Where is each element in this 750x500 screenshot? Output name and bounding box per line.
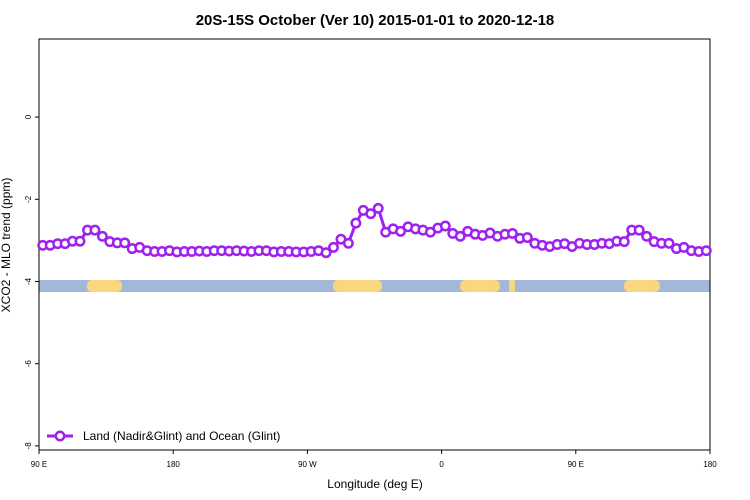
x-tick-label: 0 (439, 460, 444, 469)
data-point (454, 230, 466, 242)
land-band (624, 280, 660, 292)
data-point (320, 247, 332, 259)
data-point (700, 245, 712, 257)
land-band (509, 280, 515, 292)
data-point (96, 230, 108, 242)
data-point (372, 202, 384, 214)
data-point (89, 224, 101, 236)
data-point (350, 217, 362, 229)
x-tick-label: 180 (167, 460, 181, 469)
land-band (333, 280, 382, 292)
data-point (506, 227, 518, 239)
data-point (328, 241, 339, 253)
y-axis-label: XCO2 - MLO trend (ppm) (0, 178, 13, 313)
y-tick-label: -6 (24, 360, 33, 368)
data-point (618, 236, 630, 248)
y-tick-label: -2 (24, 195, 33, 203)
x-tick-label: 90 E (568, 460, 584, 469)
x-tick-label: 90 E (31, 460, 47, 469)
data-point (395, 225, 407, 237)
surface-band (39, 280, 710, 292)
x-tick-label: 180 (703, 460, 717, 469)
data-point (633, 224, 645, 236)
data-point (342, 237, 354, 249)
x-axis-label: Longitude (deg E) (327, 477, 422, 491)
chart-title: 20S-15S October (Ver 10) 2015-01-01 to 2… (196, 12, 555, 29)
land-band (87, 280, 122, 292)
y-tick-label: -8 (24, 442, 33, 450)
data-point (521, 232, 533, 243)
data-point (641, 230, 653, 242)
data-point (119, 237, 131, 249)
y-tick-label: 0 (24, 114, 33, 119)
legend-marker (54, 430, 66, 442)
x-tick-label: 90 W (298, 460, 317, 469)
data-point (663, 237, 675, 249)
land-band (460, 280, 500, 292)
y-tick-label: -4 (24, 277, 33, 285)
legend-label: Land (Nadir&Glint) and Ocean (Glint) (83, 429, 280, 443)
data-point (74, 235, 86, 247)
data-point (365, 208, 377, 220)
data-point (439, 220, 451, 232)
